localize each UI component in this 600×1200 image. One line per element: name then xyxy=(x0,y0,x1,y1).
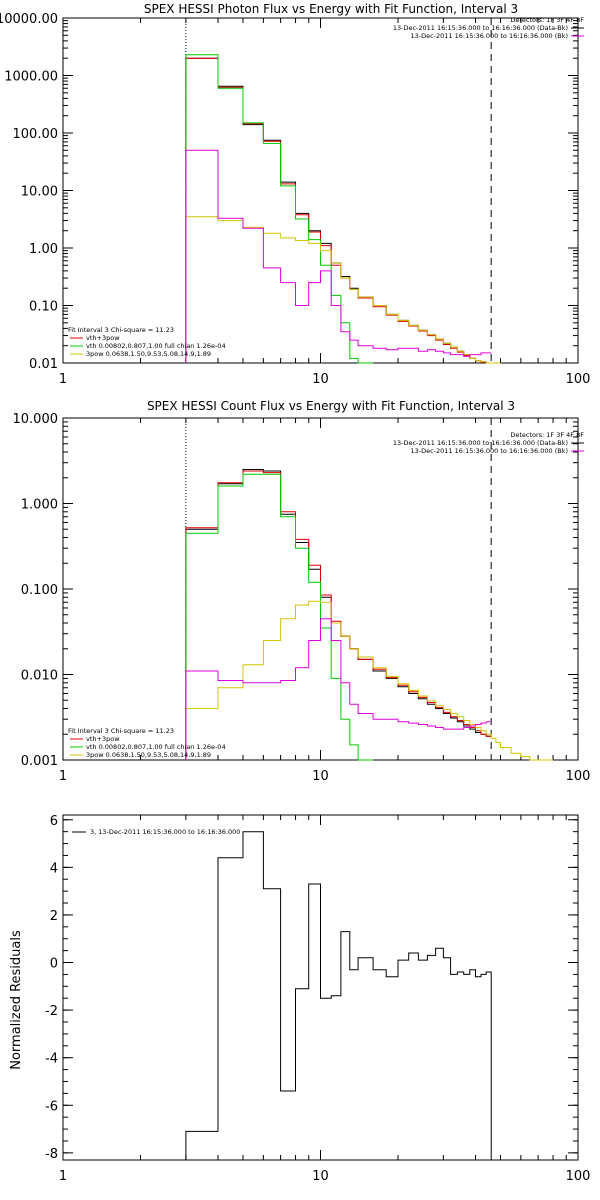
legend-bottom-left-entry: 3pow 0.0638,1.50,9.53,5.08,14.9,1.89 xyxy=(86,751,211,759)
legend-bottom-left-entry: vth+3pow xyxy=(86,735,120,743)
legend-bottom-left-entry: Fit Interval 3 Chi-square = 11.23 xyxy=(68,326,174,334)
legend-bottom-left-entry: 3pow 0.0638,1.50,9.53,5.08,14.9,1.89 xyxy=(86,350,211,358)
y-tick-label: -8 xyxy=(45,1147,58,1162)
photon-series-4-line xyxy=(185,149,492,363)
photon-flux-panel: SPEX HESSI Photon Flux vs Energy with Fi… xyxy=(0,2,590,387)
count-series-3-line xyxy=(185,600,553,761)
x-tick-label: 100 xyxy=(566,372,591,387)
count-series-2-line xyxy=(185,473,374,761)
x-tick-label: 1 xyxy=(59,372,67,387)
photon-series-0-line xyxy=(185,57,492,364)
photon-flux-title: SPEX HESSI Photon Flux vs Energy with Fi… xyxy=(144,2,518,16)
y-tick-label: 1.000 xyxy=(21,498,58,513)
y-tick-label: 6 xyxy=(50,814,58,829)
legend-top-right-entry: Detectors: 1F 3F 4F 8F xyxy=(510,16,584,24)
y-tick-label: 100.00 xyxy=(13,127,59,142)
x-tick-label: 10 xyxy=(312,372,329,387)
y-tick-label: 0.10 xyxy=(29,300,58,315)
legend-top-right-entry: Detectors: 1F 3F 4F 8F xyxy=(510,431,584,439)
legend-top-right-entry: 13-Dec-2011 16:15:36.000 to 16:16:36.000… xyxy=(393,439,568,447)
legend-top-right-entry: 13-Dec-2011 16:15:36.000 to 16:16:36.000… xyxy=(393,24,568,32)
y-tick-label: -6 xyxy=(45,1099,58,1114)
residuals-y-axis-label: Normalized Residuals xyxy=(9,930,24,1070)
y-tick-label: 1000.00 xyxy=(4,70,58,85)
y-tick-label: -2 xyxy=(45,1004,58,1019)
x-tick-label: 10 xyxy=(312,769,329,784)
y-tick-label: 1.00 xyxy=(29,242,58,257)
x-tick-label: 1 xyxy=(59,1169,67,1184)
x-tick-label: 1 xyxy=(59,769,67,784)
resid-series-0-line xyxy=(185,831,492,1160)
count-series-4-line xyxy=(185,618,492,760)
legend-bottom-left-entry: Fit Interval 3 Chi-square = 11.23 xyxy=(68,727,174,735)
y-tick-label: 4 xyxy=(50,861,58,876)
count-flux-panel: SPEX HESSI Count Flux vs Energy with Fit… xyxy=(13,399,591,784)
legend-top-right-entry: 13-Dec-2011 16:15:36.000 to 16:16:36.000… xyxy=(411,32,569,40)
photon-series-1-line xyxy=(185,57,492,364)
y-tick-label: 0.01 xyxy=(29,357,58,372)
count-series-1-line xyxy=(185,470,492,760)
y-tick-label: 0.001 xyxy=(21,754,58,769)
x-tick-label: 100 xyxy=(566,1169,591,1184)
y-tick-label: -4 xyxy=(45,1052,58,1067)
count-flux-title: SPEX HESSI Count Flux vs Energy with Fit… xyxy=(147,399,515,413)
count-series-0-line xyxy=(185,469,492,760)
y-tick-label: 0 xyxy=(50,957,58,972)
residuals-panel: Normalized Residuals 1 10 100 -8 -6 -4 -2 0 2 4 6 3… xyxy=(9,814,590,1184)
y-tick-label: 10.000 xyxy=(13,412,59,427)
photon-series-3-line xyxy=(185,216,501,364)
x-tick-label: 10 xyxy=(312,1169,329,1184)
photon-plot-frame xyxy=(62,17,579,364)
legend-top-right-entry: 13-Dec-2011 16:15:36.000 to 16:16:36.000… xyxy=(411,447,569,455)
y-tick-label: 0.010 xyxy=(21,669,58,684)
legend-bottom-left-entry: vth 0.00802,0.807,1.00 full chian 1.26e-… xyxy=(86,342,226,350)
y-tick-label: 0.100 xyxy=(21,583,58,598)
y-tick-label: 2 xyxy=(50,909,58,924)
y-tick-label: 10000.00 xyxy=(0,12,58,27)
legend-bottom-left-entry: vth 0.00802,0.807,1.00 full chian 1.26e-… xyxy=(86,743,226,751)
legend-bottom-left-entry: vth+3pow xyxy=(86,334,120,342)
y-tick-label: 10.00 xyxy=(21,185,58,200)
x-tick-label: 100 xyxy=(566,769,591,784)
legend-top-left-entry: 3, 13-Dec-2011 16:15:36.000 to 16:16:36.… xyxy=(90,828,240,836)
photon-series-2-line xyxy=(185,54,374,364)
